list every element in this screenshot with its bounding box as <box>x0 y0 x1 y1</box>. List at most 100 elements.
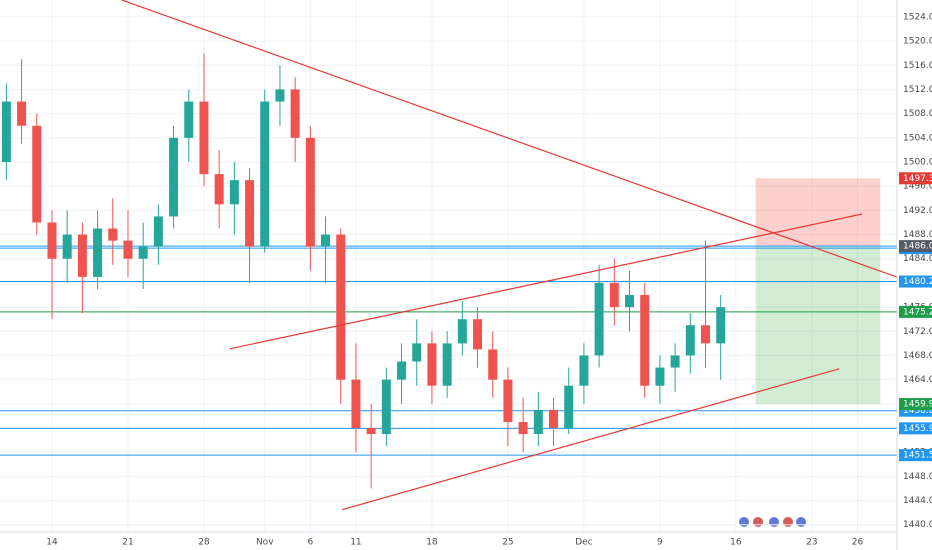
candle-body <box>184 101 194 138</box>
x-tick-label: 14 <box>46 538 58 548</box>
candle-body <box>123 240 133 259</box>
y-tick-label: 1524.00 <box>903 12 932 22</box>
y-tick-label: 1468.00 <box>903 351 932 361</box>
candle-body <box>169 137 179 217</box>
price-tag <box>899 172 932 185</box>
candle-body <box>77 234 87 277</box>
y-tick-label: 1488.00 <box>903 230 932 240</box>
price-tag <box>899 422 932 435</box>
candle-body <box>457 319 467 344</box>
x-tick-label: 6 <box>307 538 313 548</box>
candle-body <box>518 421 528 435</box>
price-tag <box>899 449 932 462</box>
x-tick-label: 11 <box>350 538 361 548</box>
candle-body <box>229 180 239 205</box>
trendline <box>342 368 840 511</box>
trendline <box>229 213 863 350</box>
candle-body <box>473 319 483 350</box>
candle-body <box>351 379 361 429</box>
candle-body <box>366 428 376 435</box>
candle-body <box>62 234 72 259</box>
candle-body <box>397 361 407 380</box>
x-tick-label: 18 <box>426 538 438 548</box>
x-tick-label: 16 <box>730 538 742 548</box>
y-tick-label: 1464.00 <box>903 375 932 385</box>
candle-body <box>533 409 543 435</box>
candle-body <box>199 101 209 175</box>
price-tag <box>899 305 932 318</box>
x-tick-label: 26 <box>852 538 864 548</box>
y-tick-label: 1484.00 <box>903 254 932 264</box>
y-tick-label: 1512.00 <box>903 85 932 95</box>
price-tag <box>899 240 932 253</box>
candle-body <box>245 180 255 247</box>
candle-body <box>594 282 604 356</box>
candle-body <box>427 343 437 386</box>
y-tick-label: 1504.00 <box>903 133 932 143</box>
candle-body <box>685 325 695 356</box>
y-tick-label: 1492.00 <box>903 206 932 216</box>
candle-body <box>488 349 498 380</box>
candle-body <box>260 101 270 247</box>
candle-body <box>336 234 346 380</box>
y-tick-label: 1496.00 <box>903 182 932 192</box>
candle-body <box>564 385 574 429</box>
candle-body <box>290 89 300 138</box>
price-tag-label: 1475.21 <box>903 307 932 317</box>
price-tag-label: 1451.51 <box>903 451 932 461</box>
candle-body <box>275 89 285 102</box>
candle-body <box>47 222 57 259</box>
candle-body <box>17 101 27 126</box>
candle-body <box>609 282 619 308</box>
price-tag-label: 1455.94 <box>903 424 932 434</box>
x-tick-label: 21 <box>122 538 133 548</box>
y-tick-label: 1440.00 <box>903 520 932 530</box>
candle-body <box>655 367 665 386</box>
y-tick-label: 1520.00 <box>903 37 932 47</box>
candle-body <box>442 343 452 386</box>
x-tick-label: Nov <box>256 538 274 548</box>
candle-body <box>670 355 680 368</box>
candle-body <box>412 343 422 362</box>
price-tag-label: 1459.96 <box>903 400 932 410</box>
price-tag-label: 1486.09 <box>903 242 932 252</box>
time-axis <box>0 532 932 550</box>
candle-body <box>108 228 118 241</box>
y-tick-label: 1444.00 <box>903 496 932 506</box>
price-tag <box>899 398 932 411</box>
x-tick-label: 25 <box>502 538 513 548</box>
candle-body <box>305 137 315 247</box>
candle-body <box>640 295 650 386</box>
event-icon <box>783 517 793 527</box>
plot-area <box>0 0 932 532</box>
price-tag-label: 1497.31 <box>903 174 932 184</box>
trendline <box>121 0 932 291</box>
candle-body <box>138 246 148 259</box>
y-tick-label: 1508.00 <box>903 109 932 119</box>
event-icon <box>769 517 779 527</box>
candle-body <box>93 228 103 277</box>
event-icon <box>796 517 806 527</box>
y-tick-label: 1516.00 <box>903 61 932 71</box>
candle-body <box>381 379 391 435</box>
x-tick-label: Dec <box>575 538 592 548</box>
candle-body <box>701 325 711 344</box>
candle-body <box>549 409 559 429</box>
candle-body <box>153 216 163 247</box>
x-tick-label: 23 <box>806 538 817 548</box>
x-tick-label: 28 <box>198 538 210 548</box>
candle-body <box>321 234 331 247</box>
candle-body <box>579 355 589 386</box>
price-tag-label: 1458.86 <box>903 406 932 416</box>
candle-body <box>214 174 224 205</box>
price-tag <box>899 275 932 288</box>
event-icon <box>739 517 749 527</box>
price-tag-label: 1480.23 <box>903 277 932 287</box>
y-tick-label: 1448.00 <box>903 472 932 482</box>
candle-body <box>1 101 11 163</box>
price-axis <box>897 0 932 550</box>
candle-body <box>32 125 42 223</box>
